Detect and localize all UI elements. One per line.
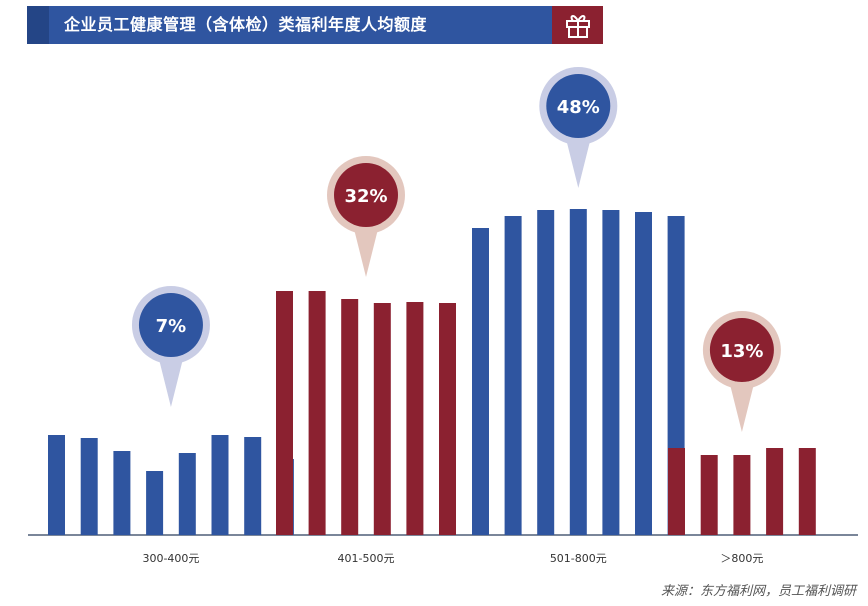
bar-stripe-2-5 [635,212,652,535]
bar-stripe-0-2 [113,451,131,535]
bar-stripe-1-2 [341,299,359,535]
pin-stem-2 [566,140,591,188]
x-tick-label-2: 501-800元 [550,552,607,565]
pin-stem-0 [158,359,183,407]
bar-stripe-3-1 [700,455,718,535]
bar-stripe-2-1 [504,216,522,535]
data-label-2: 48% [557,97,600,118]
pin-circle-1 [334,163,398,227]
x-tick-label-0: 300-400元 [142,552,199,565]
bar-stripe-0-3 [146,471,164,535]
data-label-0: 7% [156,316,187,337]
bar-stripe-1-1 [308,291,326,535]
data-label-1: 32% [344,186,387,207]
source-note: 来源：东方福利网，员工福利调研 [660,584,856,599]
bar-stripe-2-2 [537,210,555,535]
gift-icon [552,6,603,44]
pin-stem-3 [729,384,754,432]
pin-circle-2 [546,74,611,138]
x-tick-label-3: ＞800元 [720,552,763,565]
bar-stripe-2-0 [472,228,489,535]
bar-stripe-0-5 [211,435,229,535]
bar-stripe-3-0 [668,448,685,535]
bar-stripe-3-3 [766,448,784,535]
title-accent [27,6,49,44]
bar-stripe-2-4 [602,210,620,535]
x-tick-label-1: 401-500元 [338,552,395,565]
bar-stripe-3-4 [798,448,816,535]
bar-stripe-1-5 [439,303,456,535]
bar-stripe-1-4 [406,302,424,535]
bar-stripe-0-0 [48,435,65,535]
title-bar [27,6,603,44]
pin-circle-3 [709,318,774,382]
bar-stripe-3-2 [733,455,751,535]
pin-circle-0 [138,293,203,357]
chart-title: 企业员工健康管理（含体检）类福利年度人均额度 [64,15,428,34]
data-label-3: 13% [720,341,763,362]
bar-stripe-1-3 [373,303,391,535]
pin-stem-1 [354,229,378,277]
bar-stripe-2-3 [569,209,587,535]
bar-stripe-1-0 [276,291,293,535]
bar-stripe-0-1 [80,438,98,535]
bar-stripe-0-4 [178,453,196,535]
bar-stripe-0-6 [244,437,262,535]
